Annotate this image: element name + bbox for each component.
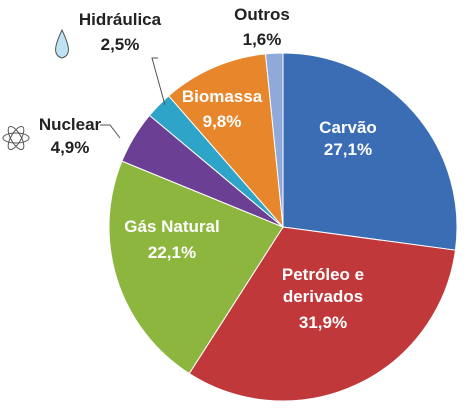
pie-slice — [282, 52, 458, 251]
slice-label: Gás Natural — [124, 217, 220, 236]
slice-value-label: 2,5% — [100, 35, 140, 54]
atom-icon — [2, 125, 30, 151]
pie-slice — [167, 53, 284, 229]
slice-value-label: 22,1% — [147, 243, 197, 262]
slice-value-label: 9,8% — [202, 112, 242, 131]
pie-slice — [108, 160, 284, 375]
pie-slice — [188, 226, 457, 402]
slice-label: Outros — [234, 5, 290, 24]
leader-line — [151, 57, 166, 106]
slice-label: Petróleo e derivados — [281, 265, 365, 306]
pie-slice — [264, 52, 284, 228]
water-icon — [55, 28, 69, 59]
slice-label: Carvão — [319, 118, 377, 137]
slice-value-label: 27,1% — [323, 140, 373, 159]
slice-label: Hidráulica — [78, 10, 162, 29]
slice-label: Nuclear — [38, 115, 102, 134]
leader-line — [100, 124, 121, 139]
slice-value-label: 31,9% — [298, 313, 348, 332]
slice-label: Biomassa — [181, 87, 263, 106]
slice-value-label: 1,6% — [242, 30, 282, 49]
slice-value-label: 4,9% — [50, 138, 90, 157]
